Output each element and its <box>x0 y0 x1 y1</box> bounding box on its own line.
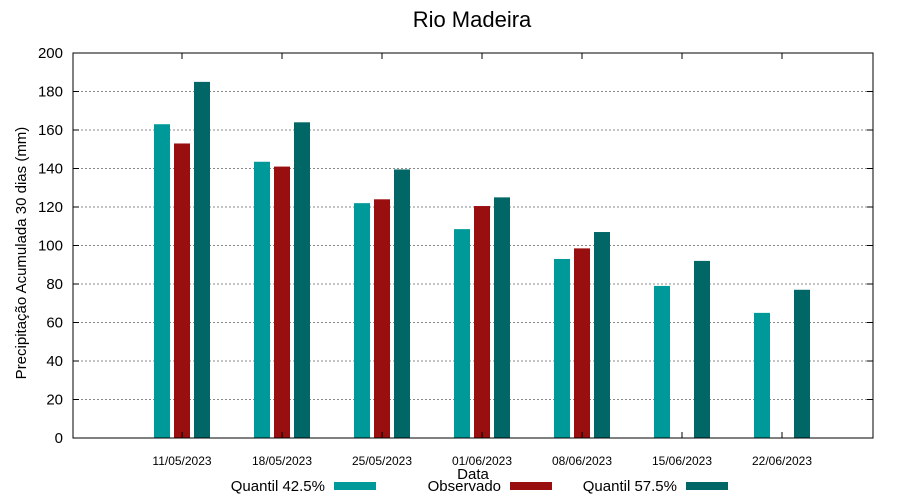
x-axis-label: Data <box>457 466 489 483</box>
bar-quantil-42-5 <box>554 258 570 438</box>
bar-quantil-42-5 <box>754 312 770 438</box>
y-tick-label: 60 <box>46 315 63 332</box>
legend-label: Quantil 57.5% <box>583 478 677 495</box>
x-tick-label: 18/05/2023 <box>252 454 312 468</box>
x-axis-ticks: 11/05/2023 18/05/2023 25/05/2023 01/06/2023… <box>152 53 812 468</box>
bar-observado <box>274 166 290 438</box>
y-tick-label: 180 <box>38 84 63 101</box>
y-tick-label: 80 <box>46 276 63 293</box>
legend-swatch <box>334 482 376 490</box>
y-tick-label: 40 <box>46 353 63 370</box>
x-tick-label: 25/05/2023 <box>352 454 412 468</box>
chart-title: Rio Madeira <box>413 7 532 32</box>
legend-label: Quantil 42.5% <box>231 478 325 495</box>
bar-observado <box>574 248 590 438</box>
bar-observado <box>374 199 390 438</box>
grid-lines <box>73 91 873 400</box>
bar-observado <box>474 206 490 438</box>
bar-quantil-57-5 <box>394 169 410 438</box>
y-tick-label: 120 <box>38 199 63 216</box>
x-tick-label: 11/05/2023 <box>152 454 211 468</box>
x-tick-label: 22/06/2023 <box>752 454 812 468</box>
bar-quantil-57-5 <box>694 260 710 438</box>
bar-quantil-42-5 <box>354 203 370 438</box>
bar-quantil-42-5 <box>454 229 470 438</box>
y-tick-label: 160 <box>38 122 63 139</box>
x-tick-label: 08/06/2023 <box>552 454 612 468</box>
legend: Quantil 42.5% Observado Quantil 57.5% <box>231 478 728 495</box>
bar-quantil-57-5 <box>194 81 210 438</box>
y-tick-label: 140 <box>38 161 63 178</box>
y-tick-label: 200 <box>38 45 63 62</box>
bar-quantil-42-5 <box>654 285 670 438</box>
bar-quantil-57-5 <box>294 122 310 439</box>
bars <box>154 81 810 439</box>
y-tick-label: 0 <box>55 430 63 447</box>
y-axis-ticks: 0 20 40 60 80 100 120 140 160 180 200 <box>38 45 873 447</box>
legend-swatch <box>510 482 552 490</box>
bar-quantil-42-5 <box>254 161 270 438</box>
x-tick-label: 15/06/2023 <box>652 454 712 468</box>
bar-quantil-57-5 <box>494 197 510 438</box>
y-tick-label: 20 <box>46 392 63 409</box>
y-axis-label: Precipitação Acumulada 30 dias (mm) <box>13 127 30 380</box>
legend-swatch <box>686 482 728 490</box>
y-tick-label: 100 <box>38 238 63 255</box>
bar-quantil-57-5 <box>594 232 610 438</box>
bar-observado <box>174 143 190 438</box>
x-tick-label: 01/06/2023 <box>452 454 512 468</box>
bar-quantil-57-5 <box>794 289 810 438</box>
bar-quantil-42-5 <box>154 124 170 438</box>
legend-label: Observado <box>428 478 501 495</box>
